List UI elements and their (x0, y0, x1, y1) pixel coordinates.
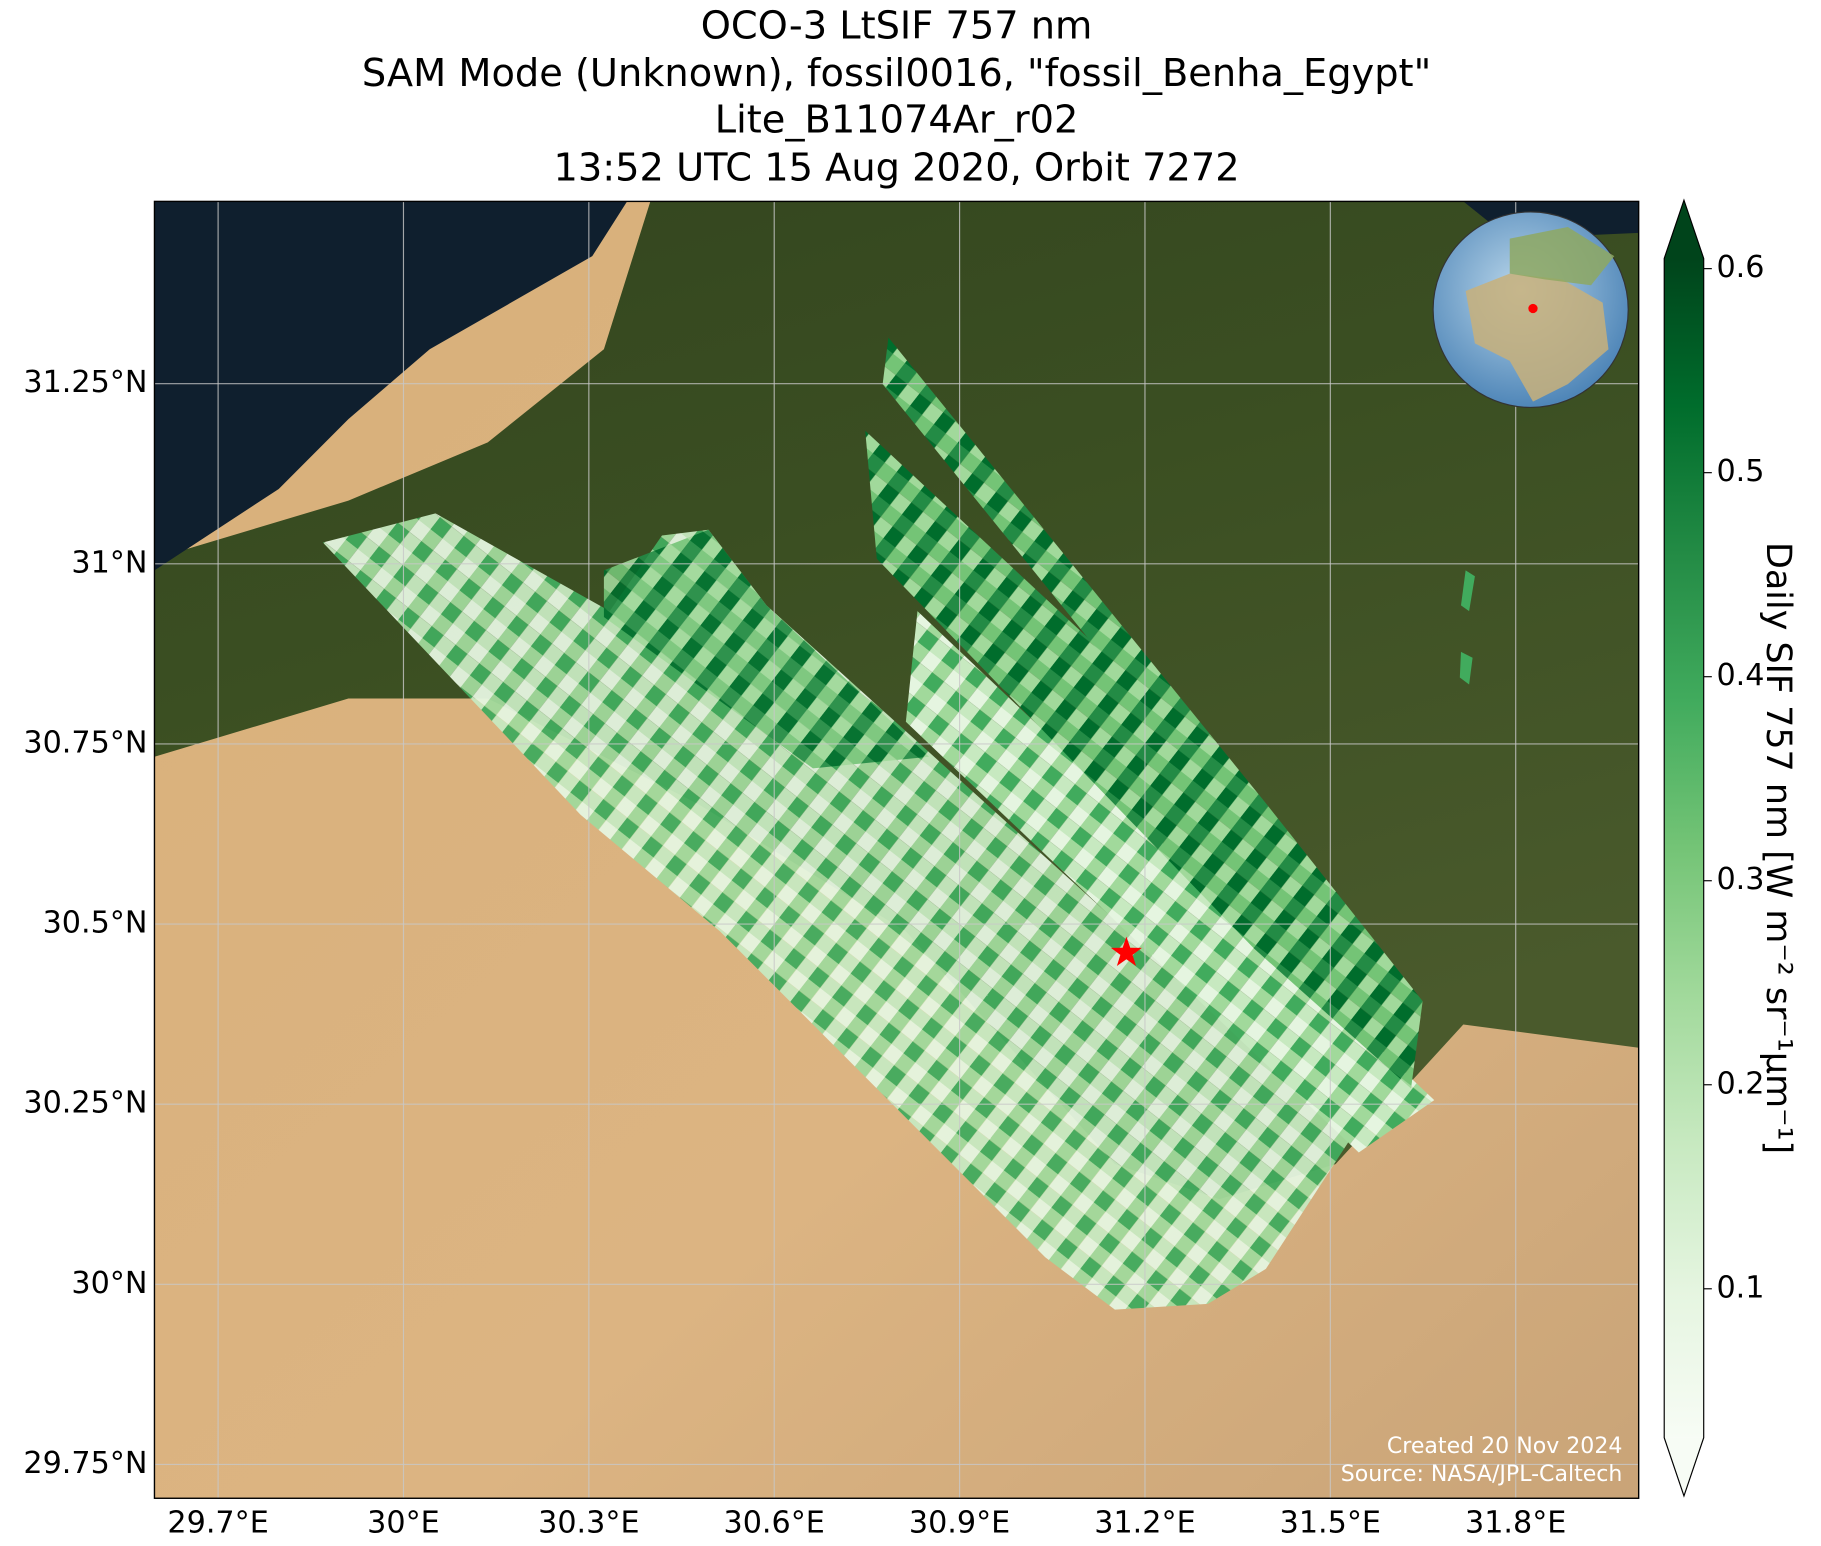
colorbar-frame (1663, 198, 1705, 1498)
title-line: OCO-3 LtSIF 757 nm (701, 3, 1093, 48)
colorbar-extend (1664, 200, 1704, 259)
basemap (154, 201, 1639, 1499)
colorbar-tick-label: 0.3 (1716, 862, 1764, 897)
swath (905, 611, 1435, 1153)
site-marker (1110, 936, 1142, 967)
y-tick-label: 29.75°N (23, 1446, 147, 1481)
x-tick-label: 31.2°E (1094, 1505, 1195, 1540)
continent (1509, 227, 1615, 286)
colorbar-tick-label: 0.2 (1716, 1066, 1764, 1101)
y-tick-label: 31°N (71, 545, 147, 580)
x-tick-label: 29.7°E (167, 1505, 268, 1540)
x-tick-label: 31.5°E (1280, 1505, 1381, 1540)
swath (322, 513, 1353, 1310)
swath (1459, 570, 1475, 685)
colorbar-tick-label: 0.5 (1716, 454, 1764, 489)
x-tick-label: 30.3°E (538, 1505, 639, 1540)
x-tick-label: 30°E (367, 1505, 440, 1540)
swath (603, 529, 930, 769)
colorbar-tick-label: 0.4 (1716, 658, 1764, 693)
sea (154, 201, 628, 571)
continent (1465, 273, 1609, 402)
x-tick-label: 30.6°E (724, 1505, 825, 1540)
title-line: 13:52 UTC 15 Aug 2020, Orbit 7272 (554, 145, 1240, 190)
inset-site (1528, 303, 1538, 314)
title-line: SAM Mode (Unknown), fossil0016, "fossil_… (362, 51, 1431, 96)
y-tick-label: 30.5°N (43, 906, 148, 941)
map-frame (153, 200, 1640, 1499)
credit: Created 20 Nov 2024 (1387, 1433, 1623, 1459)
y-tick-label: 30°N (71, 1266, 147, 1301)
credit: Source: NASA/JPL-Caltech (1341, 1461, 1623, 1487)
colorbar (1664, 258, 1704, 1438)
x-tick-label: 30.9°E (909, 1505, 1010, 1540)
colorbar-label: Daily SIF 757 nm [W m⁻² sr⁻¹μm⁻¹] (1758, 542, 1798, 1154)
y-tick-label: 30.75°N (23, 725, 147, 760)
y-tick-label: 30.25°N (23, 1086, 147, 1121)
colorbar-tick-label: 0.6 (1716, 250, 1764, 285)
grid (154, 201, 1639, 1499)
y-tick-label: 31.25°N (23, 365, 147, 400)
swath (882, 337, 1266, 815)
x-tick-label: 31.8°E (1465, 1505, 1566, 1540)
title-line: Lite_B11074Ar_r02 (715, 98, 1079, 143)
colorbar-tick-label: 0.1 (1716, 1270, 1764, 1305)
colorbar-extend (1664, 1437, 1704, 1496)
layer: OCO-3 LtSIF 757 nm SAM Mode (Unknown), f… (23, 3, 1797, 1540)
